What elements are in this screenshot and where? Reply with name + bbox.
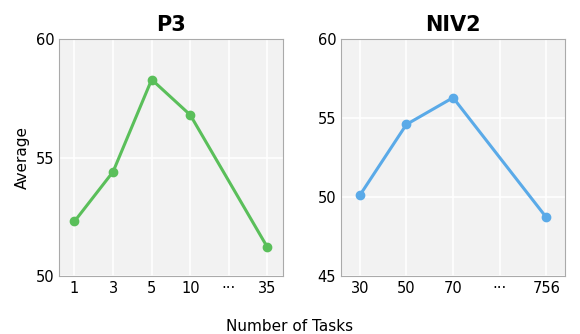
Y-axis label: Average: Average: [15, 126, 30, 189]
Text: Number of Tasks: Number of Tasks: [226, 319, 354, 334]
Title: P3: P3: [156, 15, 186, 35]
Title: NIV2: NIV2: [425, 15, 481, 35]
